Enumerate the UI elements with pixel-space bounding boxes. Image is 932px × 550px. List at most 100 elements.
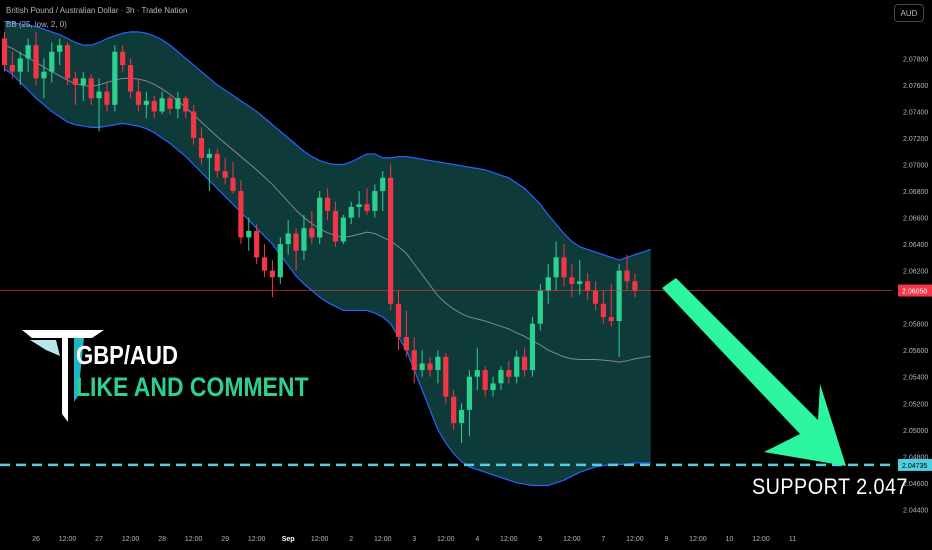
candle-body <box>191 111 197 138</box>
candle-body <box>553 257 559 278</box>
candle-body <box>175 98 181 109</box>
support-price-label: 2.04735 <box>902 463 927 470</box>
candle-body <box>561 257 567 278</box>
x-tick-label: 26 <box>32 536 40 543</box>
candle-body <box>25 45 31 59</box>
x-tick-label: 12:00 <box>59 536 77 543</box>
candle-body <box>380 177 386 192</box>
candle-body <box>41 71 47 79</box>
candle-body <box>1 38 8 66</box>
candle-body <box>269 270 276 278</box>
candle-body <box>490 383 496 390</box>
y-tick-label: 2.07800 <box>903 56 928 63</box>
y-tick-label: 2.04800 <box>903 454 928 461</box>
candle-body <box>183 98 189 112</box>
candle-body <box>608 317 614 322</box>
symbol-title[interactable]: British Pound / Australian Dollar · 3h ·… <box>6 6 188 15</box>
candle-body <box>277 244 283 278</box>
candle-body <box>254 230 260 258</box>
candle-body <box>427 363 433 371</box>
current-price-tag <box>898 284 932 297</box>
candle-body <box>80 78 86 85</box>
candle-body <box>458 409 465 424</box>
x-tick-label: 12:00 <box>248 536 266 543</box>
indicator-label[interactable]: BB (25, low, 2, 0) <box>6 20 67 29</box>
candle-body <box>545 277 551 291</box>
candle-body <box>9 65 15 72</box>
candle-body <box>332 210 339 242</box>
support-label: SUPPORT 2.047 <box>752 474 908 499</box>
candle-body <box>206 153 212 158</box>
y-tick-label: 2.05400 <box>903 375 928 382</box>
candle-body <box>482 370 488 390</box>
x-tick-label: 12:00 <box>752 536 770 543</box>
candle-body <box>569 277 575 284</box>
y-tick-label: 2.04400 <box>903 507 928 514</box>
x-tick-label: 29 <box>221 536 229 543</box>
candle-body <box>624 270 630 282</box>
x-tick-label: 11 <box>789 536 796 543</box>
y-tick-label: 2.07000 <box>903 163 928 170</box>
candle-body <box>301 228 307 251</box>
x-tick-label: 10 <box>726 536 734 543</box>
x-tick-label: 12:00 <box>122 536 140 543</box>
y-tick-label: 2.06800 <box>903 189 928 196</box>
candle-body <box>443 356 449 397</box>
y-tick-label: 2.06200 <box>903 269 928 276</box>
bollinger-band-fill <box>4 21 651 486</box>
x-tick-label: 3 <box>412 536 416 543</box>
candle-body <box>632 281 638 291</box>
candle-body <box>529 323 536 371</box>
x-tick-label: 9 <box>664 536 668 543</box>
x-tick-label: 12:00 <box>374 536 392 543</box>
candle-body <box>167 98 173 109</box>
x-tick-label: 5 <box>538 536 542 543</box>
candle-body <box>57 45 63 52</box>
candle-body <box>348 206 354 218</box>
candle-body <box>309 228 315 238</box>
candle-body <box>159 98 165 112</box>
bollinger-lower <box>4 68 651 487</box>
candle-body <box>104 91 110 105</box>
candle-body <box>285 233 291 245</box>
x-tick-label: 7 <box>601 536 605 543</box>
candle-body <box>120 51 126 66</box>
y-tick-label: 2.07400 <box>903 109 928 116</box>
candle-body <box>88 78 94 99</box>
candle-body <box>261 257 268 271</box>
down-arrow <box>662 278 846 466</box>
candle-body <box>49 51 55 72</box>
current-price-label: 2.06050 <box>902 289 927 296</box>
x-tick-label: 12:00 <box>437 536 455 543</box>
candle-body <box>246 230 252 238</box>
candle-body <box>96 91 102 99</box>
candle-body <box>411 350 417 371</box>
candle-body <box>514 356 520 377</box>
pair-label: GBP/AUD <box>76 340 178 370</box>
candle-body <box>592 290 599 304</box>
candle-body <box>616 270 622 322</box>
candle-body <box>143 100 149 105</box>
candle-body <box>537 290 543 324</box>
x-tick-label: 12:00 <box>626 536 644 543</box>
brand-logo <box>22 330 104 422</box>
candle-body <box>222 171 228 178</box>
currency-button[interactable]: AUD <box>894 4 924 22</box>
candle-body <box>585 281 591 291</box>
candle-body <box>395 303 402 337</box>
candle-body <box>238 191 244 238</box>
candle-body <box>388 177 394 304</box>
y-tick-label: 2.07600 <box>903 83 928 90</box>
x-tick-label: 12:00 <box>185 536 203 543</box>
x-tick-label: 2 <box>349 536 353 543</box>
candle-body <box>230 177 236 192</box>
candle-body <box>151 100 157 112</box>
x-tick-label: 12:00 <box>311 536 329 543</box>
candle-body <box>466 376 473 410</box>
candle-body <box>340 217 346 242</box>
candle-body <box>364 204 370 211</box>
candle-body <box>198 138 205 158</box>
cta-label: LIKE AND COMMENT <box>76 372 309 402</box>
candle-body <box>521 356 528 371</box>
